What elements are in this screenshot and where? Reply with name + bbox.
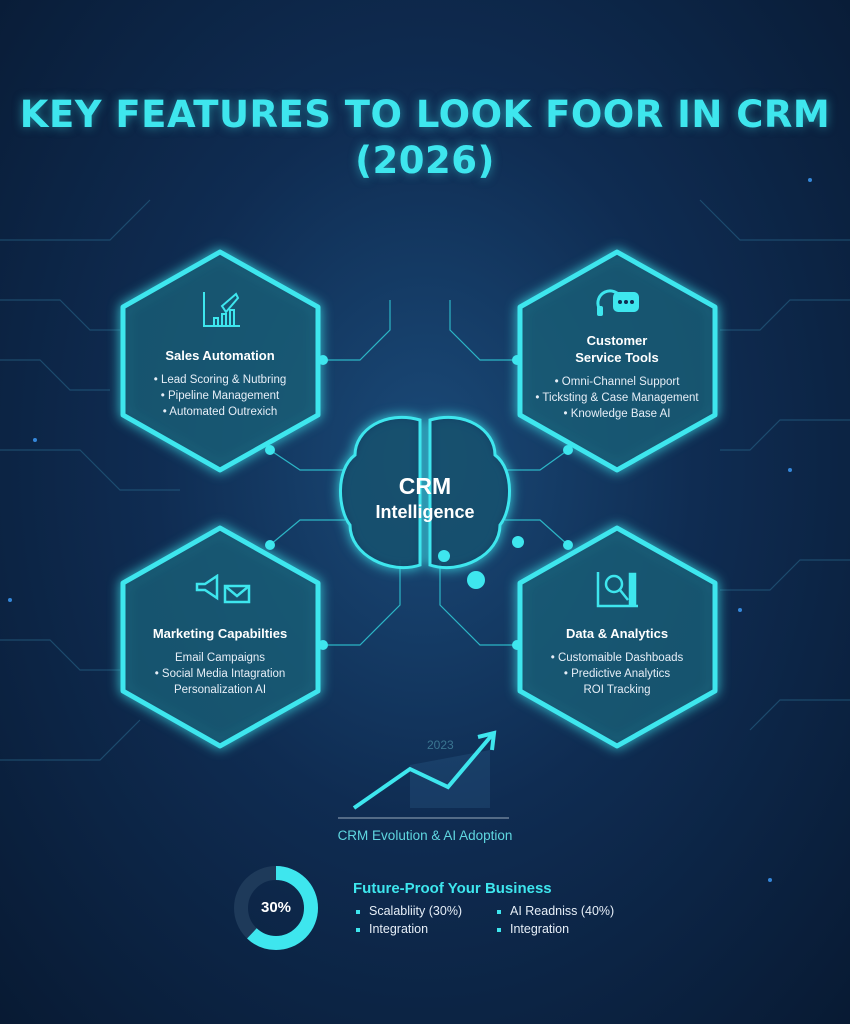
evolution-label: CRM Evolution & AI Adoption — [337, 828, 513, 843]
list-item: Personalization AI — [173, 684, 267, 696]
list-item: • Pipeline Management — [160, 390, 280, 402]
card-title-line: Customer — [586, 333, 648, 348]
evolution-year: 2023 — [427, 738, 454, 752]
donut-chart — [234, 866, 318, 950]
headset-chat-icon — [596, 289, 639, 316]
future-item-text: Scalabliity (30%) — [369, 904, 463, 918]
list-item: • Automated Outrexich — [162, 406, 278, 418]
list-item: Email Campaigns — [174, 652, 266, 664]
analytics-magnifier-icon — [596, 572, 638, 608]
future-item: Scalabliity (30%) — [356, 904, 462, 918]
gear-icon — [438, 536, 524, 589]
future-item-text: AI Readniss (40%) — [510, 904, 615, 918]
list-item: • Social Media Intagration — [154, 668, 286, 680]
future-item: AI Readniss (40%) — [497, 904, 614, 918]
center-label: CRM Intelligence — [345, 473, 505, 525]
list-item: • Omni-Channel Support — [554, 376, 680, 388]
donut-label: 30% — [260, 899, 292, 916]
card-customer-service-tools: Customer Service Tools • Omni-Channel Sup… — [517, 332, 717, 422]
card-title: Data & Analytics — [565, 626, 669, 641]
list-item: ROI Tracking — [583, 684, 651, 696]
donut-fill — [234, 866, 318, 950]
card-title: Sales Automation — [165, 348, 275, 363]
card-title-line: Service Tools — [575, 350, 659, 365]
center-label-line1: CRM — [398, 473, 452, 499]
list-item: • Predictive Analytics — [563, 668, 671, 680]
brain-icon — [339, 415, 511, 570]
card-marketing-capabilities: Marketing Capabilties Email Campaigns • S… — [120, 625, 320, 698]
center-label-line2: Intelligence — [375, 502, 475, 522]
list-item: • Knowledge Base AI — [563, 408, 671, 420]
future-item-text: Integration — [510, 922, 570, 936]
list-item: • Ticksting & Case Management — [535, 392, 699, 404]
card-title: Customer Service Tools — [517, 332, 717, 366]
card-title: Marketing Capabilties — [152, 626, 288, 641]
list-item: • Lead Scoring & Nutbring — [153, 374, 287, 386]
megaphone-email-icon — [195, 574, 251, 604]
future-item-text: Integration — [369, 922, 429, 936]
hexagon-frames — [120, 249, 718, 749]
list-item: • Customaible Dashboads — [550, 652, 684, 664]
future-title: Future-Proof Your Business — [353, 880, 552, 897]
card-sales-automation: Sales Automation • Lead Scoring & Nutbri… — [120, 347, 320, 420]
page-title: KEY FEATURES TO LOOK FOOR IN CRM (2026) — [19, 93, 831, 182]
future-item: Integration — [356, 922, 428, 936]
rocket-chart-icon — [203, 292, 240, 327]
future-item: Integration — [497, 922, 569, 936]
trend-chart — [338, 730, 509, 819]
card-data-analytics: Data & Analytics • Customaible Dashboads… — [517, 625, 717, 698]
